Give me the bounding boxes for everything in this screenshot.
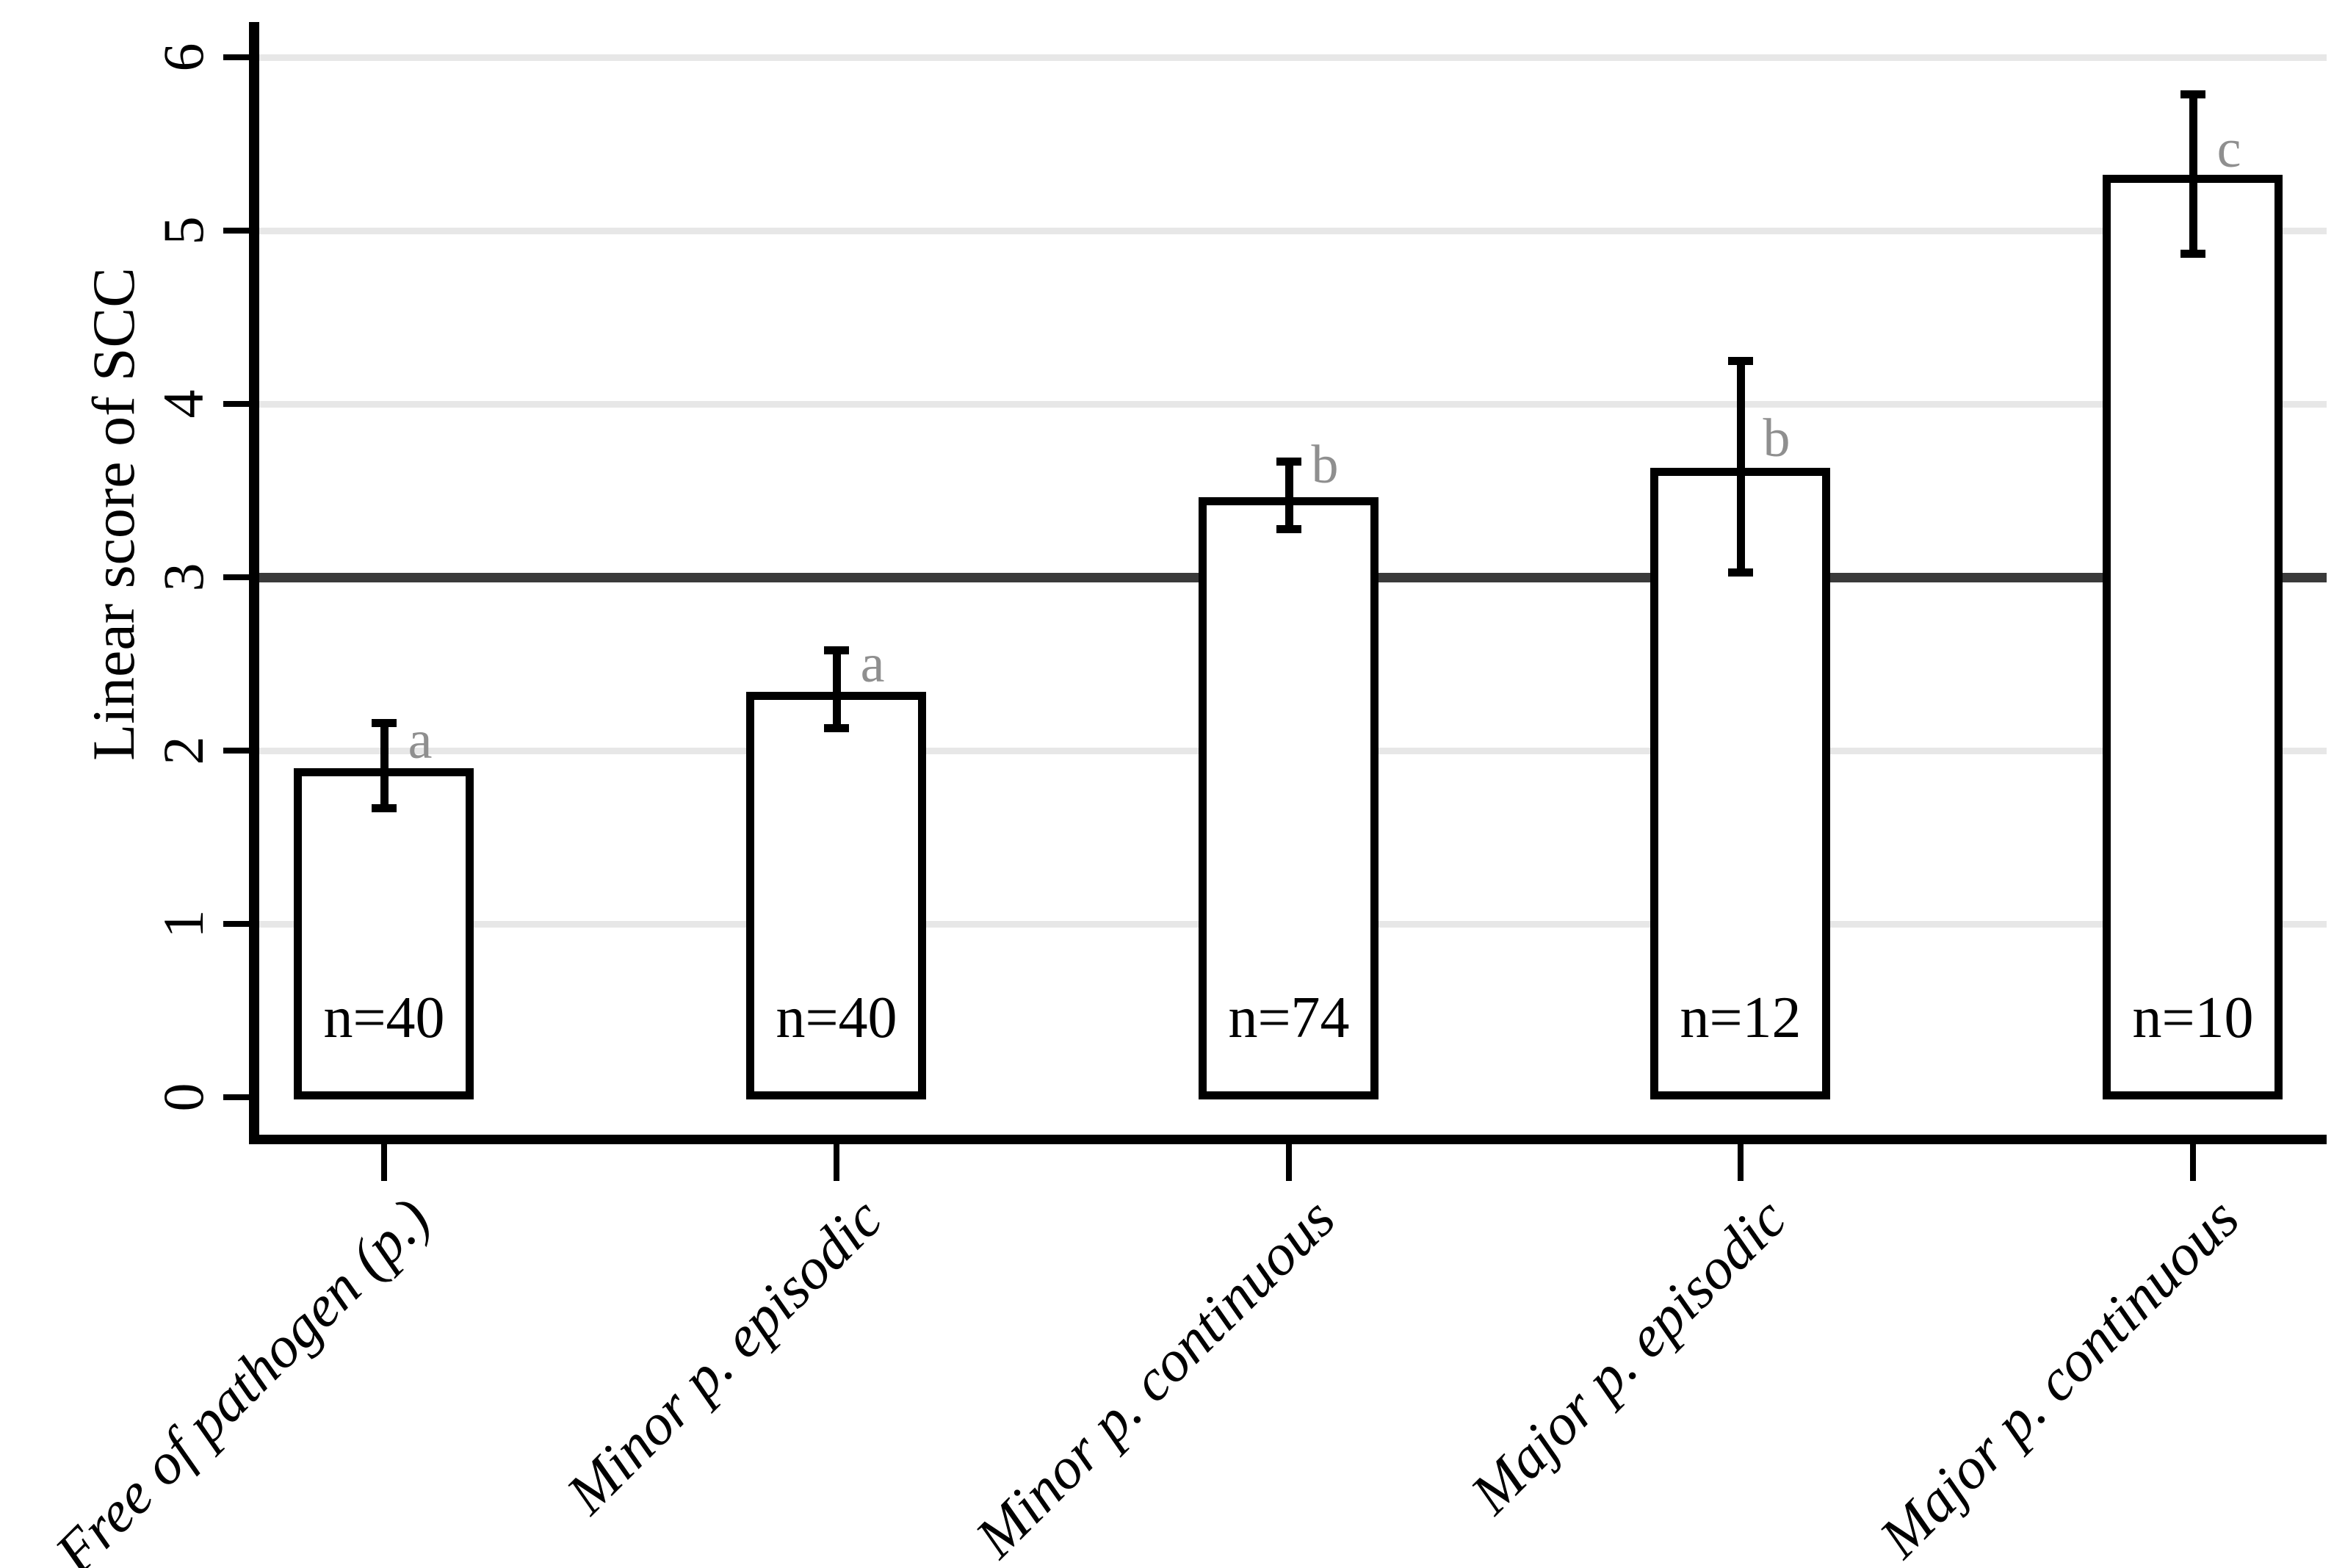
bar [2103, 175, 2283, 1099]
significance-letter: a [860, 634, 885, 694]
x-category-label: Major p. episodic [1459, 1186, 1799, 1527]
y-gridline [259, 228, 2327, 234]
error-bar-line [380, 723, 389, 808]
y-axis-tick [223, 748, 249, 754]
error-bar-cap-top [2180, 90, 2205, 98]
y-gridline [259, 54, 2327, 61]
error-bar-line [1285, 460, 1293, 529]
y-axis-tick [223, 574, 249, 580]
significance-letter: b [1311, 434, 1339, 495]
error-bar-line [833, 650, 841, 729]
y-axis-tick [223, 54, 249, 60]
y-tick-label: 1 [151, 909, 215, 939]
x-axis-tick [381, 1144, 387, 1181]
sample-size-label: n=40 [776, 986, 897, 1050]
significance-letter: b [1763, 408, 1791, 469]
y-axis-tick [223, 228, 249, 234]
error-bar-cap-bottom [372, 803, 397, 812]
x-category-label: Major p. continuous [1867, 1186, 2252, 1568]
bar [294, 767, 474, 1099]
sample-size-label: n=10 [2132, 986, 2254, 1050]
y-tick-label: 3 [151, 563, 215, 592]
y-axis-tick [223, 921, 249, 927]
x-axis-line [249, 1135, 2327, 1144]
error-bar-cap-top [372, 719, 397, 728]
y-axis-title: Linear score of SCC [80, 267, 147, 761]
error-bar-cap-bottom [1728, 568, 1753, 577]
error-bar-line [2189, 93, 2197, 253]
y-gridline [259, 401, 2327, 408]
sample-size-label: n=12 [1680, 986, 1802, 1050]
error-bar-line [1737, 361, 1745, 572]
x-axis-tick [2190, 1144, 2196, 1181]
sample-size-label: n=74 [1228, 986, 1350, 1050]
x-category-label: Minor p. continuous [963, 1186, 1348, 1568]
y-axis-line [249, 22, 259, 1144]
y-tick-label: 2 [151, 736, 215, 765]
y-axis-tick [223, 401, 249, 407]
y-axis-tick [223, 1094, 249, 1100]
x-category-label: Free of pathogen (p.) [43, 1186, 443, 1568]
y-tick-label: 5 [151, 216, 215, 245]
x-axis-tick [1286, 1144, 1292, 1181]
y-tick-label: 4 [151, 389, 215, 419]
error-bar-cap-bottom [824, 724, 849, 733]
x-axis-tick [834, 1144, 839, 1181]
error-bar-cap-top [824, 646, 849, 655]
y-tick-label: 6 [151, 43, 215, 72]
error-bar-cap-bottom [1276, 524, 1301, 533]
sample-size-label: n=40 [323, 986, 445, 1050]
x-axis-tick [1738, 1144, 1744, 1181]
error-bar-cap-top [1728, 357, 1753, 365]
bar [746, 691, 926, 1099]
significance-letter: c [2216, 119, 2241, 180]
x-category-label: Minor p. episodic [554, 1186, 895, 1527]
error-bar-cap-top [1276, 457, 1301, 466]
error-bar-cap-bottom [2180, 249, 2205, 258]
significance-letter: a [408, 709, 433, 770]
y-tick-label: 0 [151, 1083, 215, 1112]
bar [1199, 497, 1379, 1099]
